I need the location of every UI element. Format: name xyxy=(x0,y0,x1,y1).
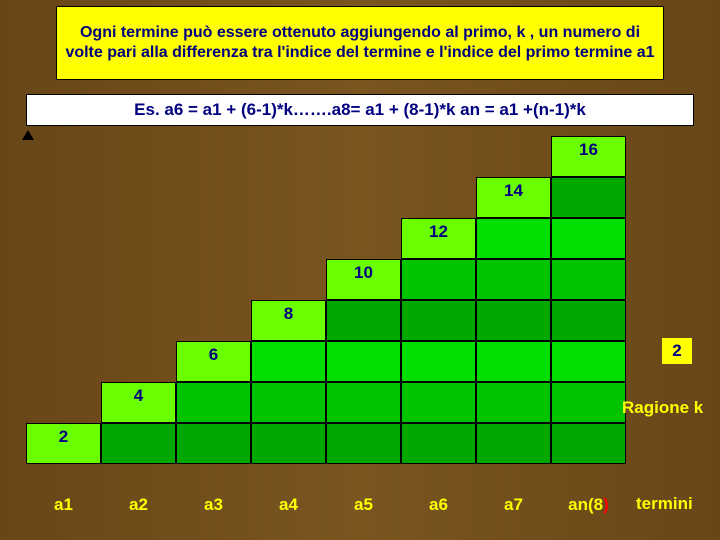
termini-text: termini xyxy=(636,494,693,513)
title-text: Ogni termine può essere ottenuto aggiung… xyxy=(65,23,655,63)
bar-cell xyxy=(476,341,551,382)
bar-col-8: 16 xyxy=(551,136,626,464)
example-text: Es. a6 = a1 + (6-1)*k…….a8= a1 + (8-1)*k… xyxy=(134,100,586,120)
x-axis-label-1: a1 xyxy=(26,495,101,515)
x-axis-label-5: a5 xyxy=(326,495,401,515)
ragione-label: Ragione k xyxy=(622,398,703,418)
bar-cell xyxy=(326,423,401,464)
bar-cell xyxy=(251,382,326,423)
bar-cell xyxy=(326,341,401,382)
bar-cell xyxy=(401,382,476,423)
example-box: Es. a6 = a1 + (6-1)*k…….a8= a1 + (8-1)*k… xyxy=(26,94,694,126)
bar-col-2: 4 xyxy=(101,382,176,464)
bar-cell xyxy=(551,177,626,218)
bar-cell xyxy=(551,423,626,464)
bar-cell xyxy=(551,382,626,423)
x-axis-label-6: a6 xyxy=(401,495,476,515)
bar-col-5: 10 xyxy=(326,259,401,464)
bar-cell xyxy=(401,300,476,341)
bar-value-label: 8 xyxy=(251,304,326,324)
bar-cell xyxy=(401,423,476,464)
bar-value-label: 10 xyxy=(326,263,401,283)
bar-cell xyxy=(251,341,326,382)
bar-col-6: 12 xyxy=(401,218,476,464)
title-box: Ogni termine può essere ottenuto aggiung… xyxy=(56,6,664,80)
ragione-value-box: 2 xyxy=(662,338,692,364)
x-axis-label-8: an(8) xyxy=(551,495,626,515)
bar-value-label: 16 xyxy=(551,140,626,160)
bar-col-4: 8 xyxy=(251,300,326,464)
x-axis-last-suffix: ) xyxy=(603,495,609,514)
bar-col-3: 6 xyxy=(176,341,251,464)
ragione-text: Ragione k xyxy=(622,398,703,417)
bar-col-7: 14 xyxy=(476,177,551,464)
bar-value-label: 14 xyxy=(476,181,551,201)
x-axis-last-prefix: an(8 xyxy=(568,495,603,514)
bar-cell xyxy=(176,423,251,464)
bar-cell xyxy=(551,259,626,300)
bar-cell xyxy=(401,341,476,382)
bar-cell xyxy=(551,218,626,259)
bar-cell xyxy=(326,382,401,423)
bar-cell xyxy=(176,382,251,423)
x-axis-label-2: a2 xyxy=(101,495,176,515)
bar-cell xyxy=(401,259,476,300)
x-axis-label-4: a4 xyxy=(251,495,326,515)
stage: Ogni termine può essere ottenuto aggiung… xyxy=(0,0,720,540)
bar-value-label: 6 xyxy=(176,345,251,365)
bar-value-label: 12 xyxy=(401,222,476,242)
bar-cell xyxy=(251,423,326,464)
x-axis-label-3: a3 xyxy=(176,495,251,515)
bar-cell xyxy=(476,300,551,341)
bar-cell xyxy=(476,218,551,259)
x-axis-label-7: a7 xyxy=(476,495,551,515)
termini-label: termini xyxy=(636,494,693,514)
bar-cell xyxy=(551,300,626,341)
bar-cell xyxy=(551,341,626,382)
bar-cell xyxy=(476,423,551,464)
bar-col-1: 2 xyxy=(26,423,101,464)
bar-value-label: 2 xyxy=(26,427,101,447)
ragione-value: 2 xyxy=(672,341,681,360)
bar-cell xyxy=(476,259,551,300)
bar-cell xyxy=(326,300,401,341)
bar-cell xyxy=(101,423,176,464)
step-bar-chart: 2 4 6 8 10 12 14 16 xyxy=(26,134,626,464)
bar-value-label: 4 xyxy=(101,386,176,406)
bar-cell xyxy=(476,382,551,423)
